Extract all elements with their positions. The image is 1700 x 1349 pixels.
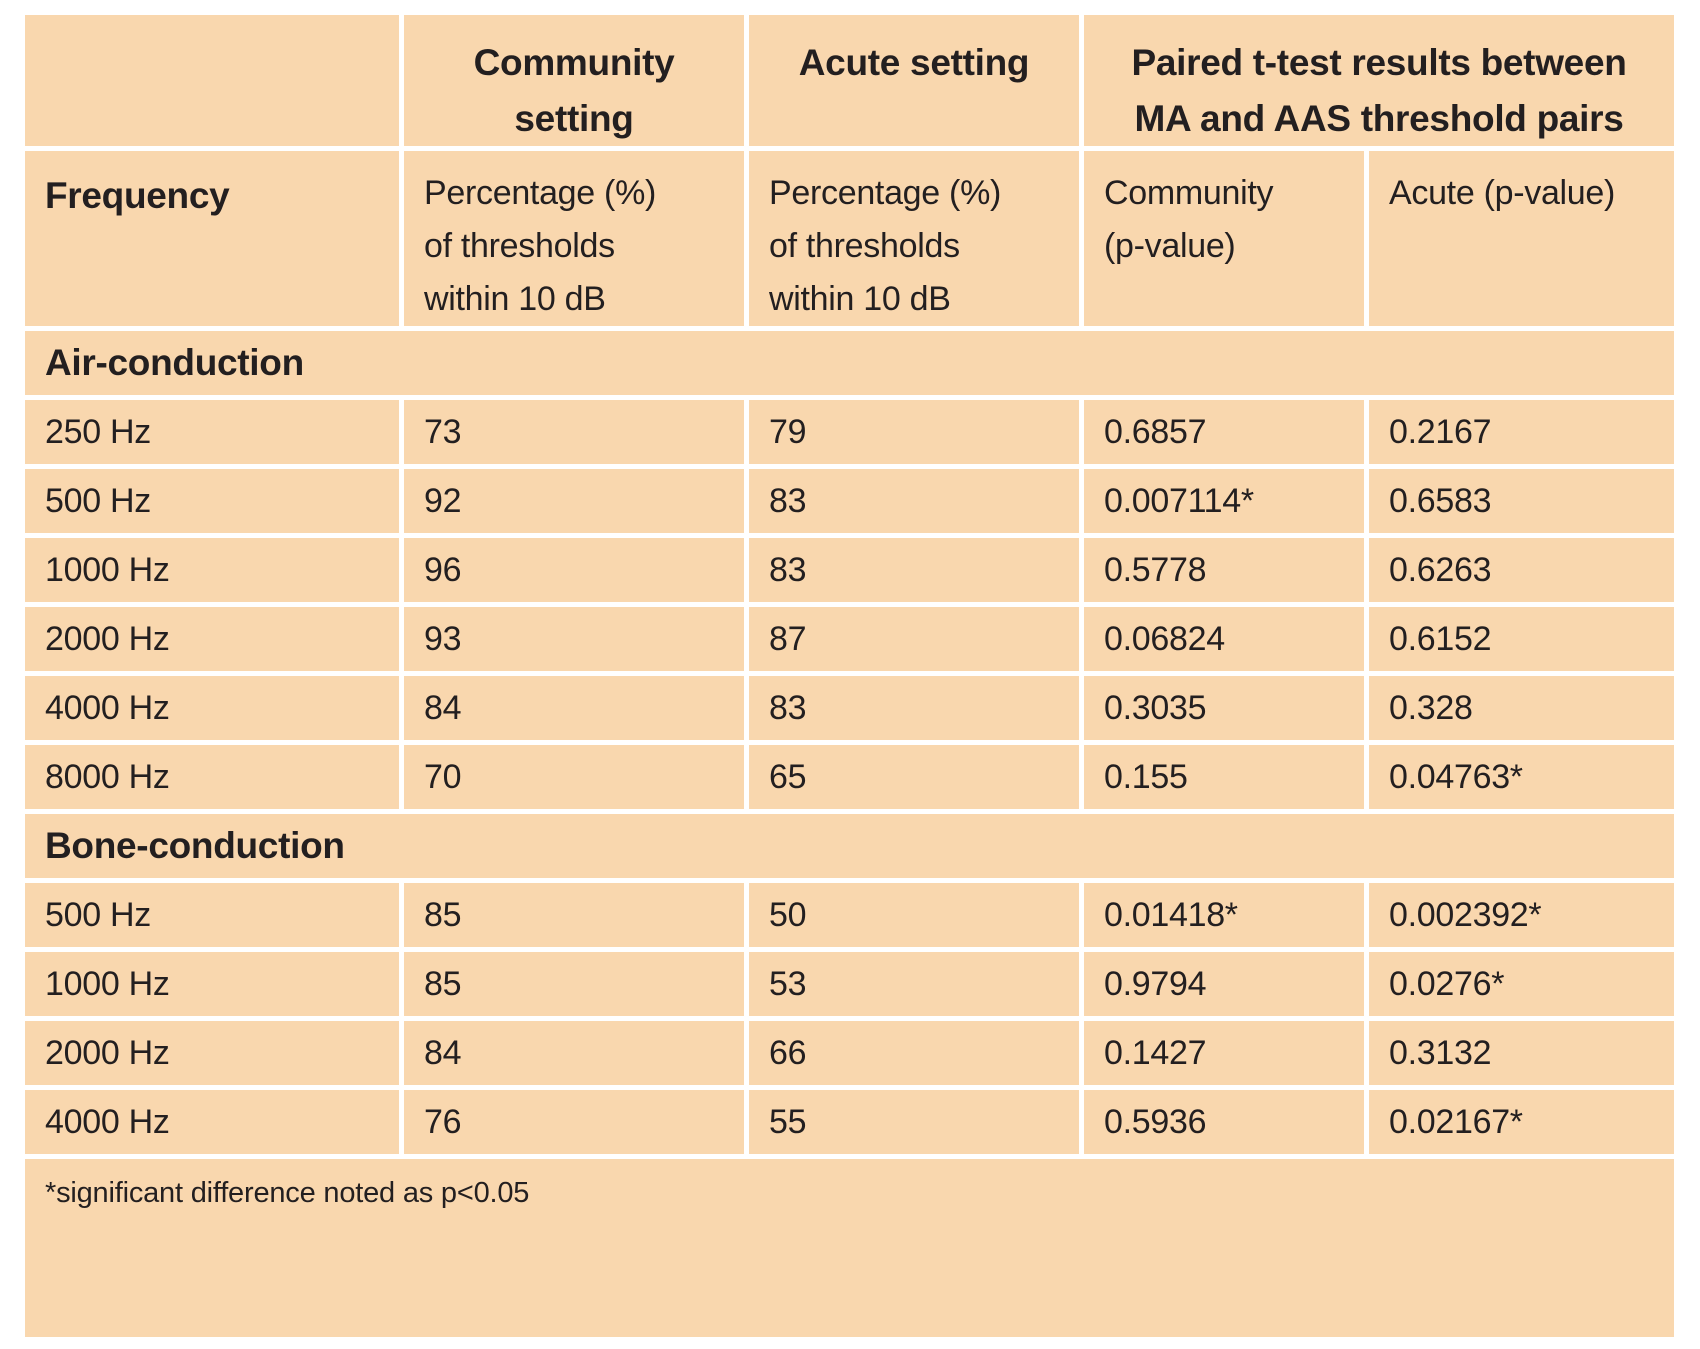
table-row: 8000 Hz 70 65 0.155 0.04763* [25, 745, 1675, 810]
col-group-acute-setting: Acute setting [749, 15, 1079, 146]
cell-frequency: 500 Hz [25, 469, 399, 534]
empty-corner-cell [25, 15, 399, 146]
cell-acute-pct: 79 [749, 400, 1079, 465]
cell-acute-pct: 65 [749, 745, 1079, 810]
cell-frequency: 4000 Hz [25, 676, 399, 741]
section-label: Bone-conduction [25, 814, 1675, 879]
col-header-acute-pvalue: Acute (p-value) [1369, 151, 1675, 327]
cell-frequency: 1000 Hz [25, 952, 399, 1017]
table-row: 4000 Hz 76 55 0.5936 0.02167* [25, 1090, 1675, 1155]
cell-acute-pct: 83 [749, 538, 1079, 603]
cell-acute-pvalue: 0.002392* [1369, 883, 1675, 948]
cell-acute-pct: 66 [749, 1021, 1079, 1086]
cell-frequency: 250 Hz [25, 400, 399, 465]
cell-frequency: 1000 Hz [25, 538, 399, 603]
footnote-row: *significant difference noted as p<0.05 [25, 1159, 1675, 1338]
cell-acute-pvalue: 0.328 [1369, 676, 1675, 741]
section-header-air-conduction: Air-conduction [25, 331, 1675, 396]
cell-community-pct: 84 [404, 676, 744, 741]
cell-acute-pvalue: 0.0276* [1369, 952, 1675, 1017]
cell-community-pct: 85 [404, 883, 744, 948]
cell-acute-pvalue: 0.6583 [1369, 469, 1675, 534]
cell-community-pvalue: 0.5936 [1084, 1090, 1364, 1155]
section-label: Air-conduction [25, 331, 1675, 396]
col-header-community-pvalue: Community (p-value) [1084, 151, 1364, 327]
cell-frequency: 8000 Hz [25, 745, 399, 810]
audiometry-results-table: Community setting Acute setting Paired t… [20, 10, 1679, 1342]
table-row: 1000 Hz 96 83 0.5778 0.6263 [25, 538, 1675, 603]
cell-frequency: 2000 Hz [25, 1021, 399, 1086]
col-group-community-setting: Community setting [404, 15, 744, 146]
cell-community-pct: 96 [404, 538, 744, 603]
cell-community-pvalue: 0.1427 [1084, 1021, 1364, 1086]
cell-community-pct: 73 [404, 400, 744, 465]
col-header-frequency: Frequency [25, 151, 399, 327]
cell-community-pct: 70 [404, 745, 744, 810]
table-row: 1000 Hz 85 53 0.9794 0.0276* [25, 952, 1675, 1017]
cell-community-pct: 85 [404, 952, 744, 1017]
table-row: 250 Hz 73 79 0.6857 0.2167 [25, 400, 1675, 465]
cell-community-pct: 92 [404, 469, 744, 534]
cell-acute-pct: 53 [749, 952, 1079, 1017]
col-header-community-percentage: Percentage (%) of thresholds within 10 d… [404, 151, 744, 327]
cell-frequency: 500 Hz [25, 883, 399, 948]
cell-acute-pct: 50 [749, 883, 1079, 948]
cell-community-pct: 84 [404, 1021, 744, 1086]
section-header-bone-conduction: Bone-conduction [25, 814, 1675, 879]
cell-frequency: 2000 Hz [25, 607, 399, 672]
table-row: 2000 Hz 84 66 0.1427 0.3132 [25, 1021, 1675, 1086]
cell-acute-pvalue: 0.6263 [1369, 538, 1675, 603]
cell-acute-pct: 55 [749, 1090, 1079, 1155]
cell-community-pvalue: 0.5778 [1084, 538, 1364, 603]
sub-header-row: Frequency Percentage (%) of thresholds w… [25, 151, 1675, 327]
cell-frequency: 4000 Hz [25, 1090, 399, 1155]
cell-acute-pct: 83 [749, 469, 1079, 534]
footnote: *significant difference noted as p<0.05 [25, 1159, 1675, 1338]
cell-acute-pvalue: 0.02167* [1369, 1090, 1675, 1155]
cell-community-pct: 76 [404, 1090, 744, 1155]
table-row: 500 Hz 92 83 0.007114* 0.6583 [25, 469, 1675, 534]
cell-acute-pvalue: 0.3132 [1369, 1021, 1675, 1086]
group-header-row: Community setting Acute setting Paired t… [25, 15, 1675, 146]
cell-community-pvalue: 0.9794 [1084, 952, 1364, 1017]
cell-community-pvalue: 0.6857 [1084, 400, 1364, 465]
col-header-acute-percentage: Percentage (%) of thresholds within 10 d… [749, 151, 1079, 327]
cell-acute-pct: 87 [749, 607, 1079, 672]
table-row: 2000 Hz 93 87 0.06824 0.6152 [25, 607, 1675, 672]
col-group-paired-ttest: Paired t-test results between MA and AAS… [1084, 15, 1675, 146]
cell-community-pvalue: 0.3035 [1084, 676, 1364, 741]
cell-acute-pvalue: 0.2167 [1369, 400, 1675, 465]
cell-acute-pct: 83 [749, 676, 1079, 741]
cell-community-pvalue: 0.01418* [1084, 883, 1364, 948]
cell-community-pvalue: 0.007114* [1084, 469, 1364, 534]
cell-acute-pvalue: 0.6152 [1369, 607, 1675, 672]
cell-community-pct: 93 [404, 607, 744, 672]
cell-acute-pvalue: 0.04763* [1369, 745, 1675, 810]
cell-community-pvalue: 0.155 [1084, 745, 1364, 810]
table-row: 500 Hz 85 50 0.01418* 0.002392* [25, 883, 1675, 948]
table-row: 4000 Hz 84 83 0.3035 0.328 [25, 676, 1675, 741]
cell-community-pvalue: 0.06824 [1084, 607, 1364, 672]
